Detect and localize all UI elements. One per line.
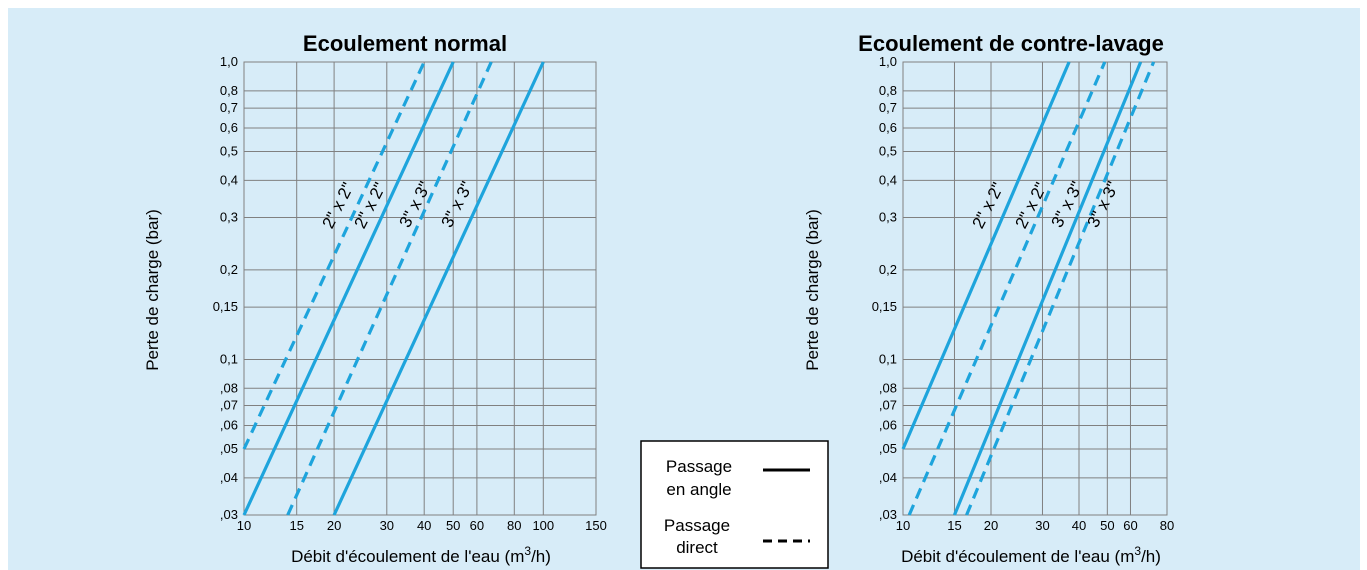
legend-dashed-label-line1: Passage: [664, 516, 730, 535]
chart2-xlabel: Débit d'écoulement de l'eau (m3/h): [901, 544, 1161, 566]
legend-dashed-label-line2: direct: [676, 538, 718, 557]
chart1-x-tick-label: 60: [470, 518, 484, 533]
chart2-x-tick-label: 10: [896, 518, 910, 533]
chart2-x-tick-label: 50: [1100, 518, 1114, 533]
chart2-series-line-solid: [901, 61, 1071, 450]
chart2-xlabel-sup: 3: [1134, 544, 1141, 558]
chart1-plot-frame: [243, 61, 597, 516]
legend-solid-label-line1: Passage: [666, 457, 732, 476]
chart1-x-tick-label: 100: [532, 518, 554, 533]
chart2-y-tick-label: 0,1: [879, 351, 897, 366]
chart2-y-tick-label: 1,0: [879, 54, 897, 69]
chart1-y-tick-label: ,08: [220, 380, 238, 395]
chart2-x-tick-label: 80: [1160, 518, 1174, 533]
chart1-y-tick-label: 0,5: [220, 144, 238, 159]
chart1-y-tick-label: 0,2: [220, 262, 238, 277]
chart2-series-label: 2" x 2": [1012, 179, 1051, 231]
chart2-x-tick-label: 40: [1072, 518, 1086, 533]
chart1-y-tick-label: ,04: [220, 470, 238, 485]
chart1-y-tick-label: 0,6: [220, 120, 238, 135]
chart2-y-tick-label: ,03: [879, 507, 897, 522]
chart1-series-line-dashed: [286, 61, 493, 516]
chart1-y-tick-label: ,03: [220, 507, 238, 522]
chart1-y-tick-label: 0,3: [220, 210, 238, 225]
chart2-y-tick-label: 0,4: [879, 172, 897, 187]
chart1-x-tick-label: 80: [507, 518, 521, 533]
chart2-series-line-dashed: [907, 61, 1107, 516]
chart2-y-tick-label: ,08: [879, 380, 897, 395]
chart1-y-tick-label: 0,4: [220, 172, 238, 187]
chart2-x-tick-label: 60: [1123, 518, 1137, 533]
chart1-x-tick-label: 40: [417, 518, 431, 533]
chart1-y-tick-label: 0,7: [220, 100, 238, 115]
legend-frame: [640, 440, 829, 569]
chart2-y-tick-label: ,04: [879, 470, 897, 485]
chart1-y-tick-label: 0,1: [220, 351, 238, 366]
chart2-grid: [902, 61, 1168, 516]
chart2-y-tick-label: ,07: [879, 398, 897, 413]
chart2-title: Ecoulement de contre-lavage: [858, 31, 1164, 56]
chart2-series-label: 2" x 2": [969, 179, 1008, 231]
legend-box: Passage en angle Passage direct: [640, 440, 829, 569]
chart2-y-tick-label: 0,6: [879, 120, 897, 135]
chart1-y-tick-label: 1,0: [220, 54, 238, 69]
chart1-x-tick-label: 10: [237, 518, 251, 533]
chart2-y-tick-label: 0,3: [879, 210, 897, 225]
chart2-xlabel-main: Débit d'écoulement de l'eau (m: [901, 547, 1134, 566]
chart1-ylabel: Perte de charge (bar): [143, 209, 162, 371]
chart2-xlabel-end: /h): [1141, 547, 1161, 566]
chart1-xlabel: Débit d'écoulement de l'eau (m3/h): [291, 544, 551, 566]
chart1-xlabel-end: /h): [531, 547, 551, 566]
chart2-series-line-solid: [952, 61, 1143, 516]
chart2-y-tick-label: 0,2: [879, 262, 897, 277]
chart1-xlabel-sup: 3: [524, 544, 531, 558]
chart1-group: 10 15 20 30 40 50 60 80 100 150 ,03 ,04 ,05 ,06 ,07 ,08…: [213, 54, 607, 533]
chart1-title: Ecoulement normal: [303, 31, 507, 56]
chart2-y-tick-label: 0,7: [879, 100, 897, 115]
chart1-xlabel-main: Débit d'écoulement de l'eau (m: [291, 547, 524, 566]
chart1-y-tick-label: ,05: [220, 441, 238, 456]
chart1-x-tick-label: 50: [446, 518, 460, 533]
chart1-x-tick-label: 30: [380, 518, 394, 533]
chart2-x-tick-label: 30: [1035, 518, 1049, 533]
chart1-series-line-solid: [242, 61, 455, 516]
chart1-x-tick-label: 150: [585, 518, 607, 533]
chart2-y-tick-label: ,06: [879, 417, 897, 432]
chart2-plot-frame: [902, 61, 1168, 516]
chart2-y-tick-label: 0,8: [879, 83, 897, 98]
chart2-x-tick-label: 20: [984, 518, 998, 533]
chart1-y-tick-label: 0,8: [220, 83, 238, 98]
chart1-x-tick-label: 20: [327, 518, 341, 533]
chart1-series-label: 3" x 3": [396, 178, 435, 230]
chart2-series-line-dashed: [965, 61, 1156, 516]
chart2-y-tick-label: ,05: [879, 441, 897, 456]
chart1-series-line-solid: [332, 61, 545, 516]
chart1-grid: [243, 61, 597, 516]
chart1-y-tick-label: ,06: [220, 417, 238, 432]
chart2-x-tick-label: 15: [947, 518, 961, 533]
legend-solid-label-line2: en angle: [666, 480, 731, 499]
chart1-x-tick-label: 15: [289, 518, 303, 533]
chart1-y-tick-label: 0,15: [213, 299, 238, 314]
chart2-ylabel: Perte de charge (bar): [803, 209, 822, 371]
chart2-y-tick-label: 0,15: [872, 299, 897, 314]
chart2-group: 10 15 20 30 40 50 60 80 ,03 ,04 ,05 ,06 ,07 ,08 0,1 0,1…: [872, 54, 1175, 533]
chart1-y-tick-label: ,07: [220, 398, 238, 413]
chart1-series-label: 2" x 2": [351, 179, 390, 231]
chart2-y-tick-label: 0,5: [879, 144, 897, 159]
